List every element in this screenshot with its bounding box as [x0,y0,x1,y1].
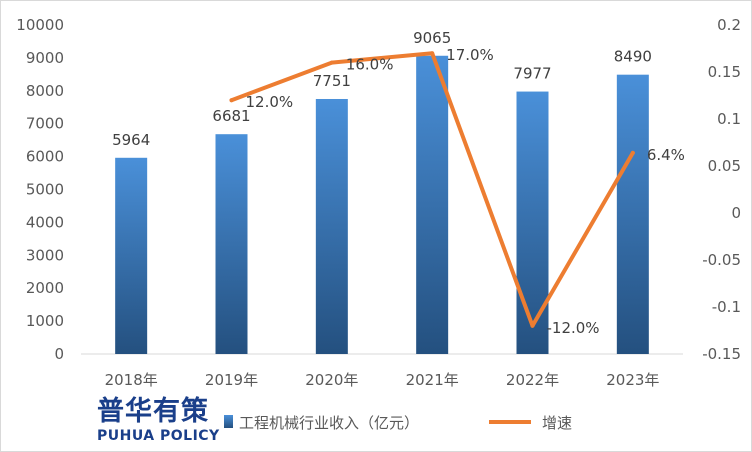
x-axis-tick-label: 2019年 [205,371,258,389]
left-axis-tick-label: 3000 [26,246,64,264]
x-axis-tick-label: 2020年 [305,371,358,389]
bar-data-label: 8490 [614,48,652,66]
line-data-label: 17.0% [446,46,494,64]
x-axis: 2018年 2019年 2020年 2021年 2022年 2023年 [81,353,683,389]
legend-bar-swatch [224,415,233,428]
brand-watermark: 普华有策 PUHUA POLICY [97,397,237,445]
bar-data-labels: 5964 6681 7751 9065 7977 8490 [112,29,652,149]
left-axis-tick-label: 0 [54,345,64,363]
line-series [229,51,635,328]
left-axis-tick-label: 8000 [26,82,64,100]
right-axis-tick-label: -0.05 [702,251,741,269]
bar-series [115,55,649,355]
line-point [530,323,535,328]
bar [315,98,348,355]
right-axis-tick-label: 0.2 [717,16,741,34]
right-axis-tick-label: 0 [731,204,741,222]
legend: 工程机械行业收入（亿元） 增速 [224,414,572,432]
right-axis-tick-label: 0.05 [708,157,741,175]
right-axis-tick-label: 0.1 [717,110,741,128]
x-axis-tick-label: 2018年 [105,371,158,389]
line-point [630,150,635,155]
left-axis-tick-label: 10000 [16,16,64,34]
legend-line-label: 增速 [542,414,572,432]
left-axis-tick-label: 4000 [26,213,64,231]
bar-data-label: 6681 [212,107,250,125]
bar [416,55,449,354]
line-point [229,98,234,103]
left-axis-tick-label: 1000 [26,312,64,330]
bar-data-label: 7751 [313,72,351,90]
left-axis-tick-label: 9000 [26,49,64,67]
right-axis-tick-label: 0.15 [708,63,741,81]
right-axis-tick-label: -0.1 [712,298,741,316]
bar [115,157,148,354]
line-point [430,51,435,56]
line-data-label: -12.0% [547,319,600,337]
left-axis-tick-label: 2000 [26,279,64,297]
bar-data-label: 5964 [112,131,150,149]
left-y-axis: 0 1000 2000 3000 4000 5000 6000 7000 8000 9000 100… [16,16,64,363]
line-point [329,60,334,65]
line-data-label: 12.0% [246,93,294,111]
legend-bar-label: 工程机械行业收入（亿元） [239,414,419,432]
left-axis-tick-label: 5000 [26,181,64,199]
bar [215,134,248,354]
line-data-label: 16.0% [346,56,394,74]
left-axis-tick-label: 6000 [26,148,64,166]
x-axis-tick-label: 2023年 [606,371,659,389]
right-y-axis: -0.15 -0.1 -0.05 0 0.05 0.1 0.15 0.2 [702,16,741,363]
watermark-chinese: 普华有策 [97,396,209,427]
left-axis-tick-label: 7000 [26,115,64,133]
x-axis-tick-label: 2022年 [506,371,559,389]
bar-data-label: 9065 [413,29,451,47]
watermark-english: PUHUA POLICY [97,428,220,444]
bar-data-label: 7977 [513,65,551,83]
bar [616,74,649,354]
line-data-labels: 12.0% 16.0% 17.0% -12.0% 6.4% [246,46,685,337]
line-data-label: 6.4% [647,146,685,164]
right-axis-tick-label: -0.15 [702,345,741,363]
bar [516,91,549,354]
x-axis-tick-label: 2021年 [406,371,459,389]
